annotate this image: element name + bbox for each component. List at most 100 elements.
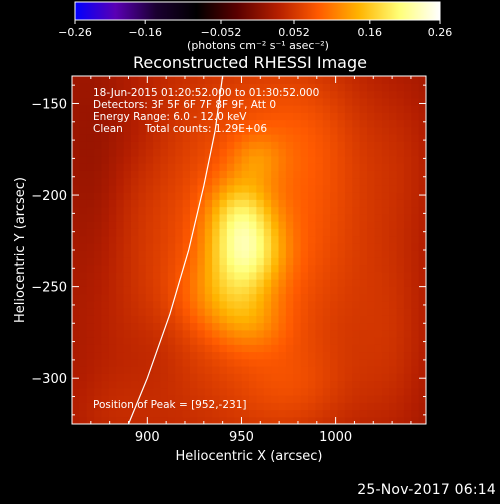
heatmap-pixel xyxy=(278,344,287,353)
heatmap-pixel xyxy=(234,228,243,237)
heatmap-pixel xyxy=(367,293,375,302)
heatmap-pixel xyxy=(197,90,206,99)
heatmap-pixel xyxy=(116,119,125,128)
heatmap-pixel xyxy=(234,105,243,113)
heatmap-pixel xyxy=(116,358,125,367)
heatmap-pixel xyxy=(123,97,132,106)
heatmap-pixel xyxy=(101,235,110,244)
heatmap-pixel xyxy=(219,206,228,215)
heatmap-pixel xyxy=(411,242,420,251)
heatmap-pixel xyxy=(116,90,125,99)
heatmap-pixel xyxy=(256,199,265,208)
heatmap-pixel xyxy=(234,119,243,128)
heatmap-pixel xyxy=(116,228,125,237)
heatmap-pixel xyxy=(145,337,154,345)
heatmap-pixel xyxy=(263,416,272,424)
heatmap-pixel xyxy=(94,199,103,208)
heatmap-pixel xyxy=(293,373,302,382)
heatmap-pixel xyxy=(271,279,280,287)
heatmap-pixel xyxy=(116,206,125,215)
heatmap-pixel xyxy=(175,148,184,157)
heatmap-pixel xyxy=(153,221,162,229)
heatmap-pixel xyxy=(367,163,375,171)
heatmap-pixel xyxy=(182,213,191,222)
heatmap-pixel xyxy=(396,271,405,280)
heatmap-pixel xyxy=(160,329,169,338)
heatmap-pixel xyxy=(359,119,368,128)
heatmap-pixel xyxy=(337,112,346,121)
heatmap-pixel xyxy=(249,177,257,186)
heatmap-pixel xyxy=(94,206,103,215)
heatmap-pixel xyxy=(352,235,361,244)
heatmap-pixel xyxy=(219,322,228,331)
heatmap-pixel xyxy=(315,308,324,316)
heatmap-pixel xyxy=(212,402,221,411)
heatmap-pixel xyxy=(256,373,265,382)
annotation-energy-range: Energy Range: 6.0 - 12.0 keV xyxy=(93,111,247,123)
heatmap-pixel xyxy=(131,380,139,389)
heatmap-pixel xyxy=(381,177,390,186)
heatmap-pixel xyxy=(396,351,405,360)
heatmap-pixel xyxy=(167,199,176,208)
heatmap-pixel xyxy=(226,373,235,382)
heatmap-pixel xyxy=(315,141,324,150)
heatmap-pixel xyxy=(293,213,302,222)
heatmap-pixel xyxy=(418,337,426,345)
heatmap-pixel xyxy=(219,213,228,222)
heatmap-pixel xyxy=(160,155,169,164)
heatmap-pixel xyxy=(403,322,412,331)
heatmap-pixel xyxy=(381,170,390,179)
heatmap-pixel xyxy=(308,409,316,418)
heatmap-pixel xyxy=(411,351,420,360)
heatmap-pixel xyxy=(411,329,420,338)
heatmap-pixel xyxy=(396,402,405,411)
heatmap-pixel xyxy=(79,286,88,295)
heatmap-pixel xyxy=(285,409,294,418)
heatmap-pixel xyxy=(344,134,353,142)
heatmap-pixel xyxy=(308,97,316,106)
heatmap-pixel xyxy=(403,199,412,208)
heatmap-pixel xyxy=(241,279,250,287)
heatmap-pixel xyxy=(285,315,294,324)
heatmap-pixel xyxy=(403,366,412,374)
heatmap-pixel xyxy=(389,148,398,157)
heatmap-pixel xyxy=(160,358,169,367)
heatmap-pixel xyxy=(204,221,213,229)
heatmap-pixel xyxy=(352,242,361,251)
heatmap-pixel xyxy=(108,228,117,237)
heatmap-pixel xyxy=(263,395,272,403)
heatmap-pixel xyxy=(86,134,95,142)
heatmap-pixel xyxy=(418,177,426,186)
heatmap-pixel xyxy=(72,315,80,324)
heatmap-pixel xyxy=(256,163,265,171)
heatmap-pixel xyxy=(79,300,88,309)
heatmap-pixel xyxy=(308,235,316,244)
heatmap-pixel xyxy=(359,126,368,135)
heatmap-pixel xyxy=(204,286,213,295)
heatmap-pixel xyxy=(160,206,169,215)
heatmap-pixel xyxy=(153,97,162,106)
heatmap-pixel xyxy=(241,315,250,324)
heatmap-pixel xyxy=(315,329,324,338)
heatmap-pixel xyxy=(219,76,228,84)
heatmap-pixel xyxy=(330,192,339,200)
heatmap-pixel xyxy=(167,366,176,374)
heatmap-pixel xyxy=(131,279,139,287)
heatmap-pixel xyxy=(256,148,265,157)
heatmap-pixel xyxy=(322,395,331,403)
heatmap-pixel xyxy=(411,387,420,396)
heatmap-pixel xyxy=(94,337,103,345)
heatmap-pixel xyxy=(197,395,206,403)
heatmap-pixel xyxy=(308,177,316,186)
heatmap-pixel xyxy=(190,366,198,374)
heatmap-pixel xyxy=(389,112,398,121)
heatmap-pixel xyxy=(337,293,346,302)
heatmap-pixel xyxy=(145,163,154,171)
heatmap-pixel xyxy=(86,250,95,258)
heatmap-pixel xyxy=(285,83,294,92)
heatmap-pixel xyxy=(322,199,331,208)
heatmap-pixel xyxy=(160,300,169,309)
heatmap-pixel xyxy=(234,416,243,424)
heatmap-pixel xyxy=(86,308,95,316)
heatmap-pixel xyxy=(308,300,316,309)
